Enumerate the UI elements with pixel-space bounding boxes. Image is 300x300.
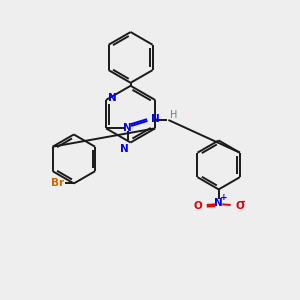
Text: N: N [120, 144, 128, 154]
Text: N: N [151, 114, 160, 124]
Text: O: O [193, 201, 202, 211]
Text: +: + [220, 193, 227, 202]
Text: N: N [108, 94, 117, 103]
Text: Br: Br [52, 178, 64, 188]
Text: N: N [214, 198, 223, 208]
Text: H: H [170, 110, 178, 120]
Text: O: O [236, 201, 244, 211]
Text: -: - [240, 197, 245, 207]
Text: N: N [123, 123, 132, 134]
